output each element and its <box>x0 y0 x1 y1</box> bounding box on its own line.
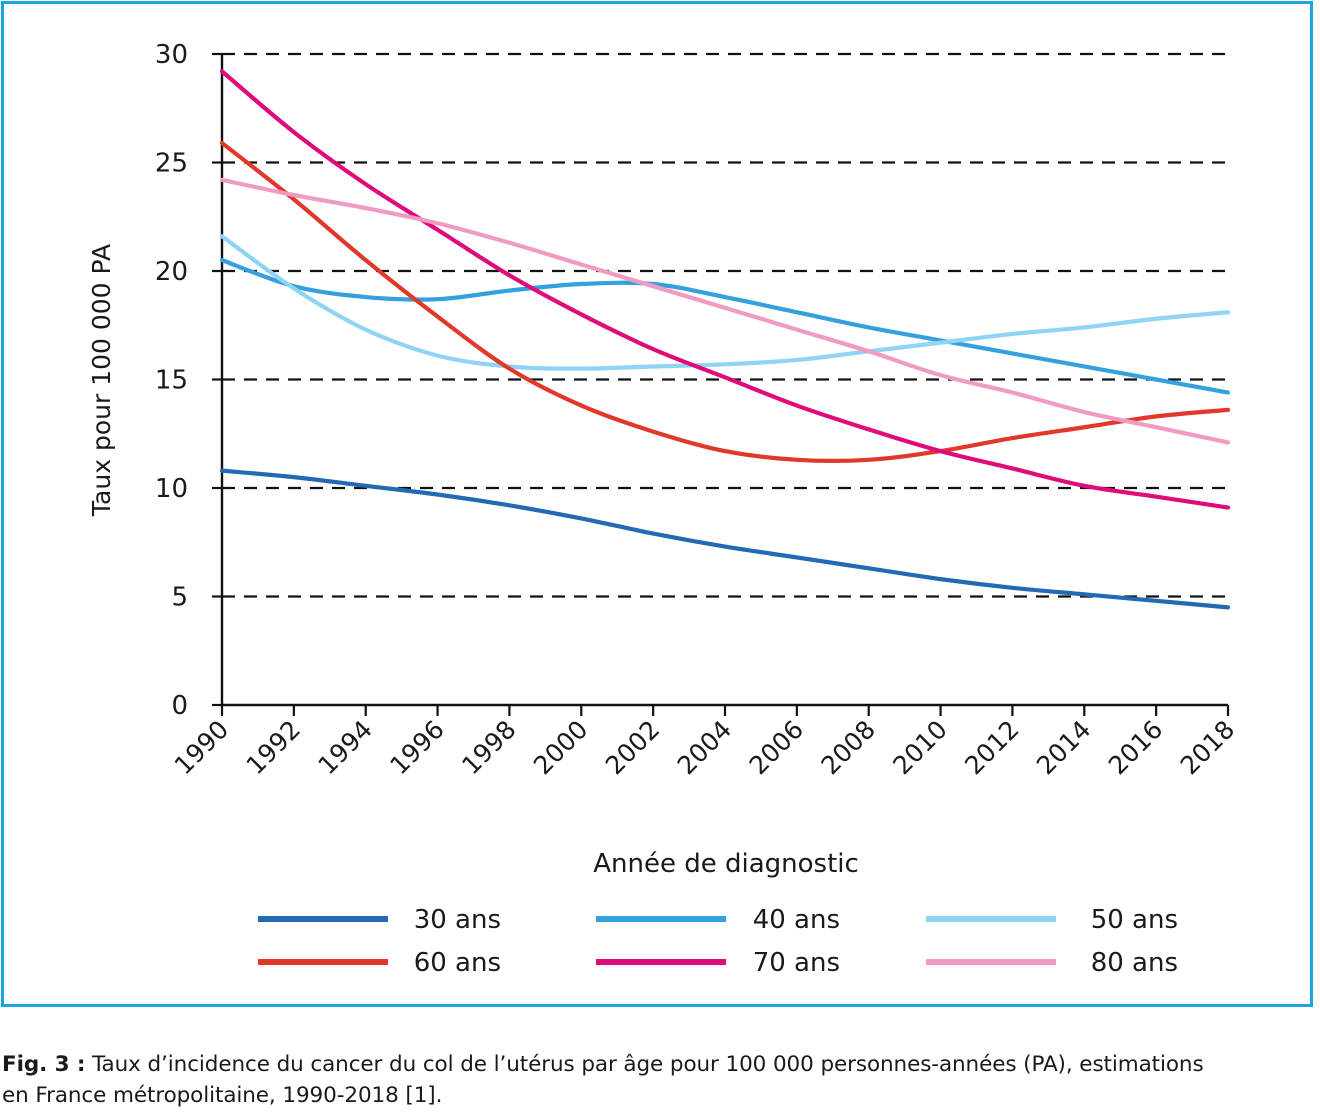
chart-frame <box>1 1 1313 1007</box>
x-axis-title: Année de diagnostic <box>593 849 859 879</box>
series-lines <box>219 69 1231 610</box>
legend-label-30-ans: 30 ans <box>414 905 501 935</box>
x-tick-label-2004: 2004 <box>672 715 737 780</box>
legend-label-60-ans: 60 ans <box>414 948 501 978</box>
y-tick-label-5: 5 <box>171 583 188 613</box>
series-line-70-ans <box>219 69 1231 510</box>
caption-text-line1: Taux d’incidence du cancer du col de l’u… <box>85 1052 1204 1077</box>
y-tick-label-20: 20 <box>155 257 188 287</box>
line-chart: 0 5 10 15 20 25 30 1990 1992 1994 1996 1998 2000 2002… <box>87 40 1240 978</box>
x-tick-label-2010: 2010 <box>887 715 952 780</box>
caption-text-line2: en France métropolitaine, 1990-2018 [1]. <box>2 1083 443 1108</box>
series-line-50-ans <box>219 234 1231 371</box>
series-line-80-ans <box>219 177 1231 445</box>
series-line-40-ans <box>219 258 1231 395</box>
series-line-60-ans <box>219 140 1231 463</box>
x-tick-label-2014: 2014 <box>1031 715 1096 780</box>
legend-label-40-ans: 40 ans <box>753 905 840 935</box>
legend-label-50-ans: 50 ans <box>1091 905 1178 935</box>
x-tick-label-1998: 1998 <box>456 715 521 780</box>
legend: 30 ans 40 ans 50 ans 60 ans 70 ans 80 ans <box>258 905 1178 978</box>
x-tick-label-2012: 2012 <box>959 715 1024 780</box>
x-tick-label-1990: 1990 <box>169 715 234 780</box>
x-tick-label-2018: 2018 <box>1175 715 1240 780</box>
x-tick-label-2016: 2016 <box>1103 715 1168 780</box>
x-tick-label-1994: 1994 <box>312 715 377 780</box>
x-tick-label-2000: 2000 <box>528 715 593 780</box>
x-tick-label-1996: 1996 <box>384 715 449 780</box>
y-axis-title: Taux pour 100 000 PA <box>87 244 116 517</box>
series-line-30-ans <box>219 468 1231 610</box>
y-tick-label-25: 25 <box>155 149 188 179</box>
x-tick-label-1992: 1992 <box>241 715 306 780</box>
figure-caption: Fig. 3 : Taux d’incidence du cancer du c… <box>2 1049 1318 1111</box>
x-tick-label-2008: 2008 <box>815 715 880 780</box>
y-tick-label-10: 10 <box>155 474 188 504</box>
y-tick-label-15: 15 <box>155 366 188 396</box>
y-tick-label-30: 30 <box>155 40 188 70</box>
caption-label: Fig. 3 : <box>2 1052 86 1077</box>
legend-label-80-ans: 80 ans <box>1091 948 1178 978</box>
legend-label-70-ans: 70 ans <box>753 948 840 978</box>
y-tick-label-0: 0 <box>171 691 188 721</box>
x-tick-label-2002: 2002 <box>600 715 665 780</box>
x-tick-label-2006: 2006 <box>744 715 809 780</box>
gridlines <box>222 52 1228 598</box>
